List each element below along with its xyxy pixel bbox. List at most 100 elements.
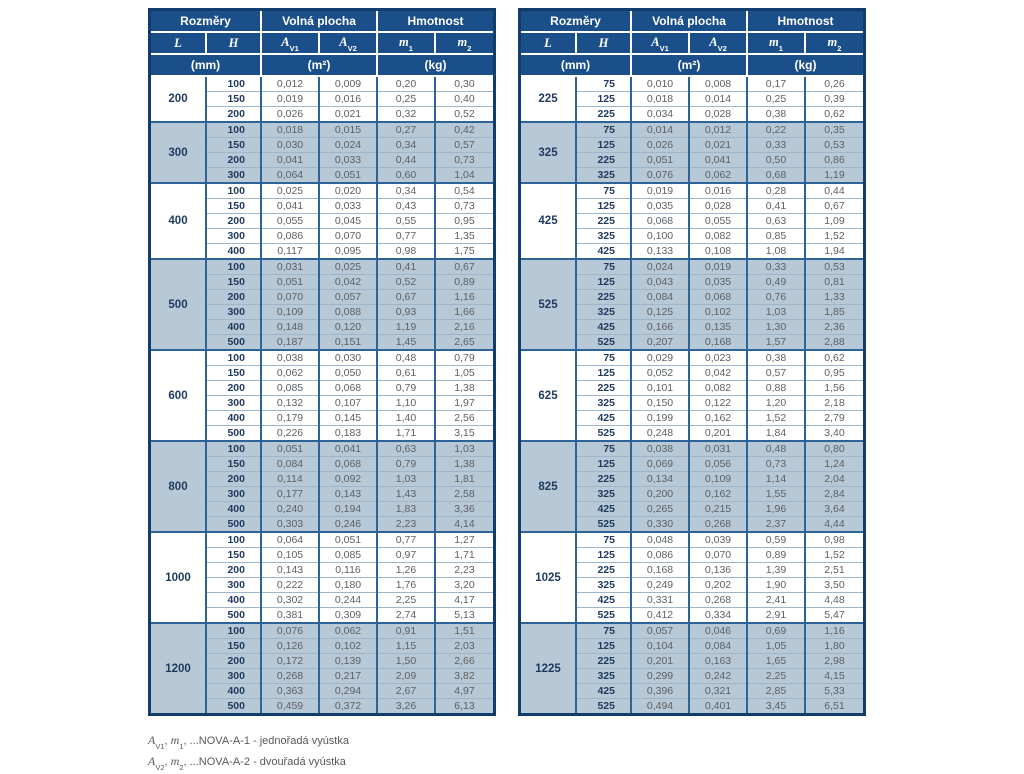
av2-subscript: V2 <box>347 44 357 54</box>
header-volna-plocha: Volná plocha <box>260 11 377 33</box>
weight-m2-cell: 1,03 <box>434 440 493 457</box>
footnote-m-symbol: m <box>170 733 180 747</box>
free-area-v1-cell: 0,069 <box>630 456 689 472</box>
av1-symbol: A <box>651 34 660 49</box>
weight-m1-cell: 1,55 <box>746 486 805 502</box>
table-row: 150 0,126 0,102 1,15 2,03 <box>151 638 493 654</box>
dimension-h-cell: 100 <box>205 531 261 548</box>
dimension-h-cell: 125 <box>575 91 631 107</box>
dimension-h-cell: 225 <box>575 152 631 168</box>
table-row: 500 0,303 0,246 2,23 4,14 <box>151 516 493 532</box>
weight-m2-cell: 1,38 <box>434 456 493 472</box>
free-area-v1-cell: 0,100 <box>630 228 689 244</box>
free-area-v2-cell: 0,051 <box>318 531 377 548</box>
m2-symbol: m <box>827 34 838 49</box>
free-area-v2-cell: 0,139 <box>318 653 377 669</box>
weight-m2-cell: 1,85 <box>804 304 863 320</box>
free-area-v2-cell: 0,042 <box>688 365 747 381</box>
free-area-v1-cell: 0,068 <box>630 213 689 229</box>
table-row: 225 0,068 0,055 0,63 1,09 <box>521 213 863 229</box>
weight-m1-cell: 0,63 <box>746 213 805 229</box>
weight-m1-cell: 0,50 <box>746 152 805 168</box>
table-row: 325 0,125 0,102 1,03 1,85 <box>521 304 863 320</box>
dimension-h-cell: 500 <box>205 334 261 350</box>
free-area-v1-cell: 0,014 <box>630 121 689 138</box>
dimension-l-cell: 225 <box>521 76 576 122</box>
dimension-h-cell: 100 <box>205 622 261 639</box>
free-area-v2-cell: 0,051 <box>318 167 377 183</box>
weight-m1-cell: 0,68 <box>746 167 805 183</box>
table-row: 325 0,100 0,082 0,85 1,52 <box>521 228 863 244</box>
free-area-v2-cell: 0,046 <box>688 622 747 639</box>
free-area-v1-cell: 0,125 <box>630 304 689 320</box>
table-row: 525 75 0,024 0,019 0,33 0,53 <box>521 258 863 350</box>
free-area-v2-cell: 0,009 <box>318 76 377 92</box>
free-area-v2-cell: 0,120 <box>318 319 377 335</box>
weight-m1-cell: 1,65 <box>746 653 805 669</box>
free-area-v2-cell: 0,294 <box>318 683 377 699</box>
weight-m2-cell: 1,81 <box>434 471 493 487</box>
dimension-h-cell: 225 <box>575 471 631 487</box>
table-row: 525 0,330 0,268 2,37 4,44 <box>521 516 863 532</box>
weight-m1-cell: 1,08 <box>746 243 805 259</box>
weight-m1-cell: 0,32 <box>376 106 435 122</box>
dimension-h-cell: 425 <box>575 501 631 517</box>
weight-m2-cell: 1,80 <box>804 638 863 654</box>
table-row: 200 0,172 0,139 1,50 2,66 <box>151 653 493 669</box>
m2-subscript: 2 <box>467 44 472 54</box>
weight-m1-cell: 0,38 <box>746 106 805 122</box>
weight-m1-cell: 0,49 <box>746 274 805 290</box>
weight-m2-cell: 0,35 <box>804 121 863 138</box>
weight-m1-cell: 0,22 <box>746 121 805 138</box>
dimension-l-cell: 525 <box>521 258 576 350</box>
weight-m2-cell: 2,18 <box>804 395 863 411</box>
weight-m1-cell: 0,77 <box>376 531 435 548</box>
dimension-h-cell: 300 <box>205 228 261 244</box>
free-area-v2-cell: 0,088 <box>318 304 377 320</box>
free-area-v2-cell: 0,201 <box>688 425 747 441</box>
table-row: 150 0,051 0,042 0,52 0,89 <box>151 274 493 290</box>
av2-symbol: A <box>339 34 348 49</box>
dimension-l-cell: 1225 <box>521 622 576 713</box>
weight-m1-cell: 0,44 <box>376 152 435 168</box>
dimension-h-cell: 150 <box>205 638 261 654</box>
m1-symbol: m <box>399 34 409 49</box>
weight-m1-cell: 1,20 <box>746 395 805 411</box>
free-area-v1-cell: 0,030 <box>260 137 319 153</box>
weight-m1-cell: 1,76 <box>376 577 435 593</box>
free-area-v1-cell: 0,048 <box>630 531 689 548</box>
h-symbol: H <box>598 35 609 50</box>
dimension-h-cell: 150 <box>205 274 261 290</box>
free-area-v2-cell: 0,039 <box>688 531 747 548</box>
free-area-v1-cell: 0,248 <box>630 425 689 441</box>
free-area-v1-cell: 0,038 <box>260 349 319 366</box>
weight-m2-cell: 2,16 <box>434 319 493 335</box>
dimension-l-cell: 325 <box>521 121 576 183</box>
free-area-v2-cell: 0,042 <box>318 274 377 290</box>
weight-m2-cell: 3,20 <box>434 577 493 593</box>
free-area-v1-cell: 0,109 <box>260 304 319 320</box>
spec-table-left-frame: Rozměry Volná plocha Hmotnost L H AV1 AV… <box>148 8 496 716</box>
free-area-v1-cell: 0,179 <box>260 410 319 426</box>
free-area-v1-cell: 0,038 <box>630 440 689 457</box>
col-header-m1: m1 <box>746 32 805 55</box>
weight-m1-cell: 1,30 <box>746 319 805 335</box>
av2-subscript: V2 <box>717 44 727 54</box>
weight-m1-cell: 0,89 <box>746 547 805 563</box>
free-area-v2-cell: 0,116 <box>318 562 377 578</box>
dimension-h-cell: 75 <box>575 121 631 138</box>
table-row: 625 75 0,029 0,023 0,38 0,62 <box>521 349 863 441</box>
free-area-v1-cell: 0,114 <box>260 471 319 487</box>
free-area-v2-cell: 0,031 <box>688 440 747 457</box>
weight-m1-cell: 1,43 <box>376 486 435 502</box>
table-row: 525 0,412 0,334 2,91 5,47 <box>521 607 863 623</box>
free-area-v1-cell: 0,086 <box>630 547 689 563</box>
dimension-h-cell: 400 <box>205 501 261 517</box>
dimension-h-cell: 500 <box>205 516 261 532</box>
weight-m1-cell: 1,10 <box>376 395 435 411</box>
m1-subscript: 1 <box>408 44 413 54</box>
free-area-v2-cell: 0,028 <box>688 106 747 122</box>
dimension-h-cell: 500 <box>205 425 261 441</box>
dimension-h-cell: 100 <box>205 258 261 275</box>
